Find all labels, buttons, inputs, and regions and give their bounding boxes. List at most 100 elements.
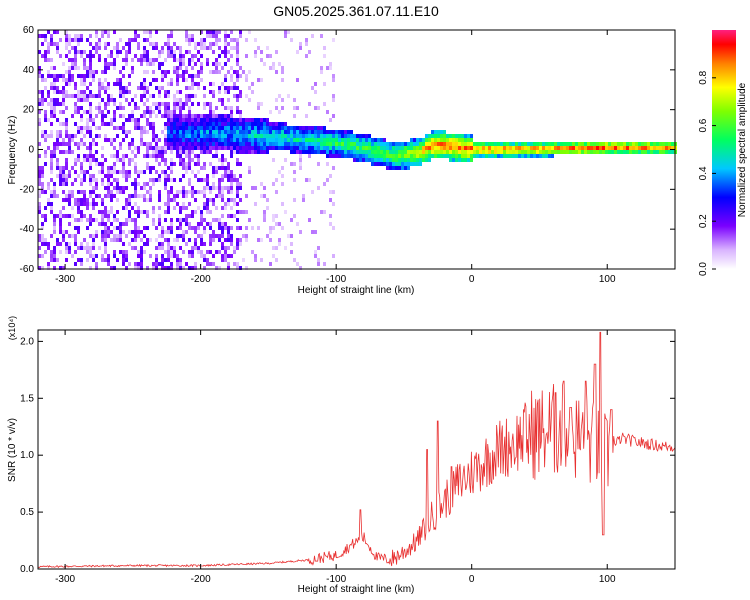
heatmap-cell [212,70,215,74]
heatmap-cell [272,122,275,126]
heatmap-cell [308,142,311,146]
heatmap-cell [143,194,146,198]
colorbar-tick-label: 0.0 [698,262,709,276]
heatmap-cell [191,94,194,98]
heatmap-cell [461,146,464,150]
heatmap-cell [146,130,149,134]
heatmap-cell [293,126,296,130]
heatmap-cell [122,90,125,94]
heatmap-cell [167,226,170,230]
heatmap-cell [206,130,209,134]
heatmap-cell [182,238,185,242]
heatmap-cell [275,130,278,134]
heatmap-cell [131,58,134,62]
heatmap-cell [566,150,569,154]
heatmap-cell [218,146,221,150]
heatmap-cell [110,62,113,66]
heatmap-cell [212,218,215,222]
heatmap-cell [107,254,110,258]
heatmap-cell [359,142,362,146]
heatmap-cell [131,158,134,162]
heatmap-cell [92,74,95,78]
heatmap-cell [323,130,326,134]
heatmap-cell [86,94,89,98]
heatmap-cell [50,82,53,86]
heatmap-cell [80,262,83,266]
heatmap-cell [59,54,62,58]
heatmap-cell [140,230,143,234]
heatmap-cell [200,178,203,182]
heatmap-cell [134,190,137,194]
heatmap-cell [179,138,182,142]
heatmap-cell [131,38,134,42]
heatmap-cell [446,146,449,150]
heatmap-cell [119,90,122,94]
heatmap-cell [167,258,170,262]
heatmap-cell [317,258,320,262]
heatmap-cell [47,262,50,266]
heatmap-cell [89,266,92,270]
heatmap-cell [116,178,119,182]
heatmap-cell [146,242,149,246]
heatmap-cell [269,238,272,242]
heatmap-cell [221,258,224,262]
heatmap-cell [248,98,251,102]
heatmap-cell [77,174,80,178]
heatmap-cell [185,126,188,130]
heatmap-cell [47,58,50,62]
heatmap-cell [470,150,473,154]
heatmap-cell [254,122,257,126]
heatmap-cell [395,162,398,166]
heatmap-cell [227,170,230,174]
heatmap-cell [497,142,500,146]
heatmap-cell [137,170,140,174]
heatmap-cell [248,138,251,142]
heatmap-cell [83,90,86,94]
heatmap-cell [236,162,239,166]
heatmap-cell [410,154,413,158]
heatmap-cell [68,66,71,70]
heatmap-cell [146,110,149,114]
heatmap-cell [137,58,140,62]
heatmap-cell [53,102,56,106]
heatmap-cell [215,146,218,150]
heatmap-cell [224,138,227,142]
heatmap-cell [359,138,362,142]
heatmap-cell [170,170,173,174]
heatmap-cell [221,234,224,238]
heatmap-cell [68,78,71,82]
heatmap-cell [176,106,179,110]
heatmap-cell [578,146,581,150]
heatmap-cell [77,142,80,146]
heatmap-cell [203,202,206,206]
heatmap-cell [155,102,158,106]
heatmap-cell [68,190,71,194]
heatmap-cell [209,90,212,94]
heatmap-cell [212,142,215,146]
heatmap-cell [236,194,239,198]
heatmap-cell [116,106,119,110]
spectrogram-y-label: Frequency (Hz) [7,116,18,185]
heatmap-cell [491,142,494,146]
heatmap-cell [173,126,176,130]
heatmap-cell [527,142,530,146]
heatmap-cell [194,266,197,270]
heatmap-cell [146,190,149,194]
heatmap-cell [86,74,89,78]
heatmap-cell [362,138,365,142]
heatmap-cell [134,262,137,266]
heatmap-cell [386,154,389,158]
heatmap-cell [203,258,206,262]
heatmap-cell [38,98,41,102]
heatmap-cell [236,246,239,250]
heatmap-cell [182,186,185,190]
heatmap-cell [74,262,77,266]
heatmap-cell [314,126,317,130]
heatmap-cell [242,234,245,238]
heatmap-cell [272,182,275,186]
heatmap-cell [38,34,41,38]
heatmap-cell [110,50,113,54]
heatmap-cell [626,142,629,146]
heatmap-cell [668,142,671,146]
heatmap-cell [356,154,359,158]
